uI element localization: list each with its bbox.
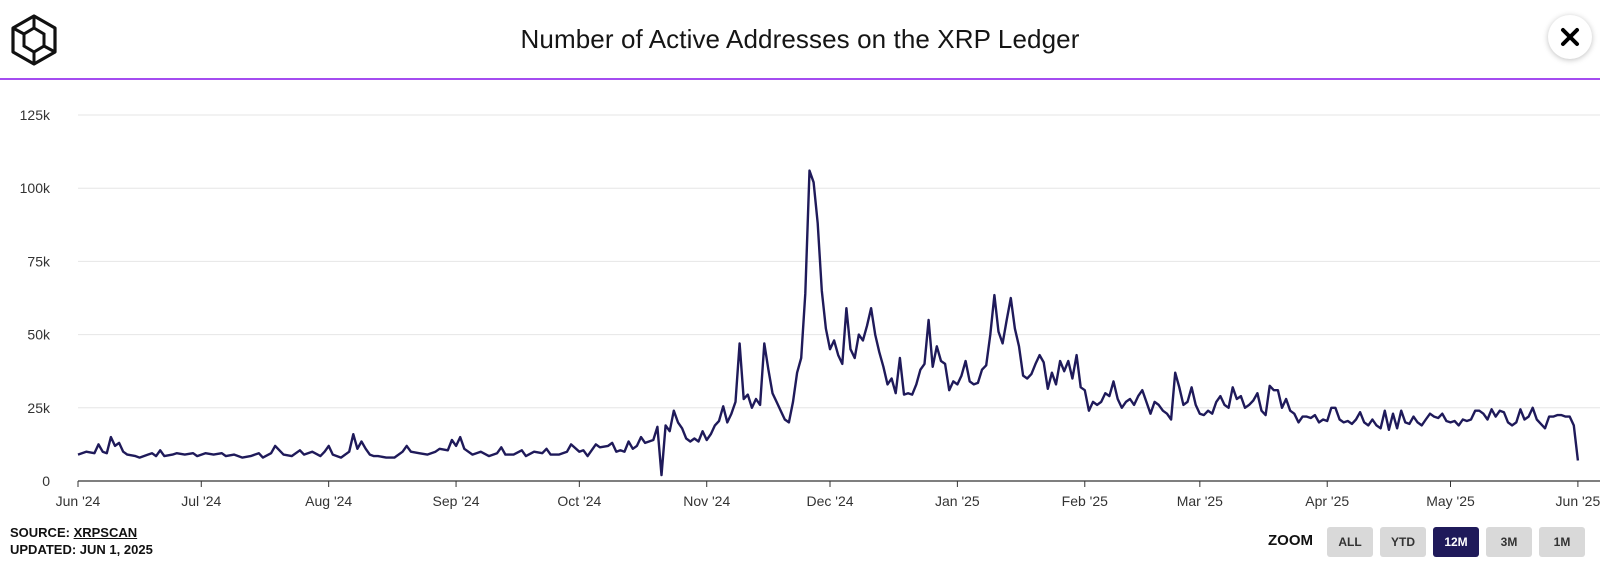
x-tick-label: Jun '24 bbox=[56, 493, 101, 509]
y-tick-label: 50k bbox=[27, 327, 51, 343]
header-divider bbox=[0, 78, 1600, 80]
x-tick-label: Sep '24 bbox=[433, 493, 480, 509]
zoom-1m-button[interactable]: 1M bbox=[1539, 527, 1585, 557]
x-tick-label: Aug '24 bbox=[305, 493, 352, 509]
grid bbox=[78, 114, 1600, 482]
y-tick-label: 100k bbox=[20, 180, 51, 196]
x-tick-label: Jun '25 bbox=[1556, 493, 1600, 509]
line-chart: 0 25k 50k 75k 100k 125k Jun '24 Jul '24 Aug '24… bbox=[20, 107, 1600, 509]
x-tick-label: Oct '24 bbox=[557, 493, 601, 509]
x-tick-label: Apr '25 bbox=[1305, 493, 1349, 509]
x-axis: Jun '24 Jul '24 Aug '24 Sep '24 Oct '24 Nov '… bbox=[56, 481, 1600, 509]
y-tick-label: 75k bbox=[27, 253, 51, 269]
source-note: SOURCE: XRPSCAN UPDATED: JUN 1, 2025 bbox=[10, 524, 153, 558]
close-button[interactable] bbox=[1548, 15, 1592, 59]
x-tick-label: Jan '25 bbox=[935, 493, 980, 509]
y-axis: 0 25k 50k 75k 100k 125k bbox=[20, 107, 51, 489]
x-tick-label: Feb '25 bbox=[1062, 493, 1108, 509]
x-tick-label: Jul '24 bbox=[181, 493, 221, 509]
y-tick-label: 25k bbox=[27, 400, 51, 416]
source-link[interactable]: XRPSCAN bbox=[73, 525, 138, 540]
zoom-all-button[interactable]: ALL bbox=[1327, 527, 1373, 557]
x-tick-label: Nov '24 bbox=[683, 493, 730, 509]
x-tick-label: May '25 bbox=[1426, 493, 1475, 509]
zoom-3m-button[interactable]: 3M bbox=[1486, 527, 1532, 557]
x-tick-label: Mar '25 bbox=[1177, 493, 1223, 509]
zoom-12m-button[interactable]: 12M bbox=[1433, 527, 1479, 557]
updated-label: UPDATED: JUN 1, 2025 bbox=[10, 542, 153, 557]
x-tick-label: Dec '24 bbox=[806, 493, 853, 509]
close-icon bbox=[1561, 28, 1579, 46]
y-tick-label: 0 bbox=[42, 473, 50, 489]
source-prefix: SOURCE: bbox=[10, 525, 70, 540]
chart-title: Number of Active Addresses on the XRP Le… bbox=[520, 24, 1080, 54]
cube-logo-icon bbox=[10, 14, 58, 66]
y-tick-label: 125k bbox=[20, 107, 51, 123]
zoom-ytd-button[interactable]: YTD bbox=[1380, 527, 1426, 557]
zoom-label: ZOOM bbox=[1268, 532, 1313, 549]
series-line-active-addresses bbox=[77, 169, 1580, 477]
